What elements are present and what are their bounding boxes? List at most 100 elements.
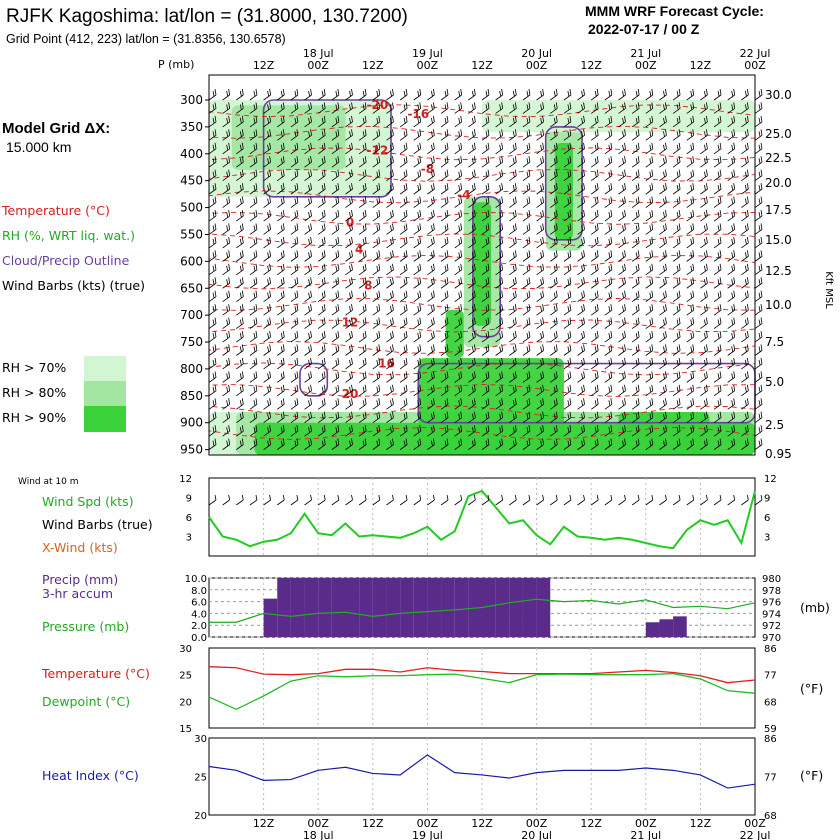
wind-barb-10m (741, 494, 749, 506)
rh-region (231, 105, 346, 170)
pressure-tick: 400 (180, 147, 203, 161)
wind-barb (672, 102, 681, 114)
wind-barb (427, 142, 435, 155)
wind-barb (440, 102, 449, 114)
wind-barb (454, 304, 463, 316)
wind-barb (372, 209, 381, 222)
wind-barb (208, 371, 217, 383)
wind-barb (536, 290, 544, 303)
wind-barb (618, 317, 626, 329)
isotherm-label: 4 (355, 243, 363, 257)
wind-barb (454, 102, 463, 114)
heat-f-tick: 86 (764, 734, 777, 745)
isotherm-line (208, 319, 756, 333)
wind-barb (222, 398, 231, 410)
wind-barb (604, 277, 613, 289)
wind-barb (263, 102, 271, 114)
wind-barb (277, 344, 285, 356)
wind-barb (386, 304, 394, 316)
wind-barb (399, 384, 408, 397)
wind-barb-10m (236, 494, 244, 506)
wind-barb (236, 263, 244, 276)
wind-barb (386, 384, 394, 397)
wind-barb (331, 88, 340, 101)
wind-barb (236, 438, 244, 450)
wind-barb (495, 277, 504, 289)
wind-barb (427, 250, 435, 262)
wind-barb (236, 344, 244, 356)
wind-barb (590, 102, 599, 114)
wind-barb (427, 438, 435, 450)
wind-barb (263, 169, 271, 182)
top-date-label: 20 Jul (521, 47, 552, 60)
wind-barb (727, 250, 736, 262)
wind-barb (236, 398, 244, 410)
wind-barb (536, 344, 544, 356)
legend-cloud: Cloud/Precip Outline (2, 253, 130, 268)
wind-barb (495, 169, 504, 182)
wind-barb (754, 250, 763, 262)
wind-barb (563, 115, 572, 128)
wind-barb (345, 142, 353, 155)
wind-barb (290, 371, 299, 383)
wind-barb (358, 250, 367, 262)
wind-barb (236, 183, 244, 195)
wind-barb (263, 317, 271, 329)
wind-barb (672, 115, 681, 128)
wind-barb (440, 304, 449, 316)
wind-barb (631, 317, 640, 329)
wind-barb (263, 411, 271, 424)
wind-barb (277, 425, 285, 437)
wind-barb (618, 438, 626, 450)
wind-barb (659, 236, 667, 249)
wind-barb (713, 196, 722, 208)
isotherm-line (208, 254, 756, 268)
wind-barb (522, 438, 531, 450)
pressure-tick: 550 (180, 227, 203, 241)
wind-barb-10m (222, 494, 231, 506)
precip-tick: 0.0 (191, 633, 207, 644)
wind-barb (631, 223, 640, 235)
wind-barb (399, 304, 408, 316)
wind-barb (727, 438, 736, 450)
wind-barb (631, 115, 640, 128)
wind-barb (468, 371, 476, 383)
wind-barb (358, 223, 367, 235)
wind-barb (277, 290, 285, 303)
wind-barb (317, 277, 326, 289)
wind-barb (222, 129, 231, 141)
wind-barb (590, 317, 599, 329)
wind-barb (659, 357, 667, 370)
wind-barb (536, 384, 544, 397)
wind-barb (331, 183, 340, 195)
precip-bar (645, 622, 660, 637)
legend-rh: RH (%, WRT liq. wat.) (2, 228, 135, 243)
wind-barb-10m (590, 494, 599, 506)
wind-barb (536, 115, 544, 128)
wind-barb (249, 129, 258, 141)
wind-barb (427, 88, 435, 101)
wind-barb (495, 411, 504, 424)
wind-barb (317, 102, 326, 114)
wind-barb (645, 317, 654, 329)
cross-section-panel: -20-16-12-8-4048121620300350400450500550… (180, 74, 834, 461)
wind-barb (618, 304, 626, 316)
precip-bar (536, 578, 551, 637)
wind-barb (536, 425, 544, 437)
wind-barb (659, 263, 667, 276)
legend-heat-index: Heat Index (°C) (42, 768, 139, 783)
wind-barb (317, 438, 326, 450)
wind-barb (222, 250, 231, 262)
wind-barb (700, 209, 708, 222)
wind-barb (399, 223, 408, 235)
wind-barb (249, 384, 258, 397)
wind-barb (399, 209, 408, 222)
wind-barb (536, 398, 544, 410)
wind-barb (358, 88, 367, 101)
pressure-tick: 700 (180, 308, 203, 322)
wind-barb (481, 169, 490, 182)
wind-barb (686, 156, 695, 168)
wind-barb (645, 304, 654, 316)
isotherm-line (208, 276, 756, 290)
wind-barb (509, 142, 517, 155)
